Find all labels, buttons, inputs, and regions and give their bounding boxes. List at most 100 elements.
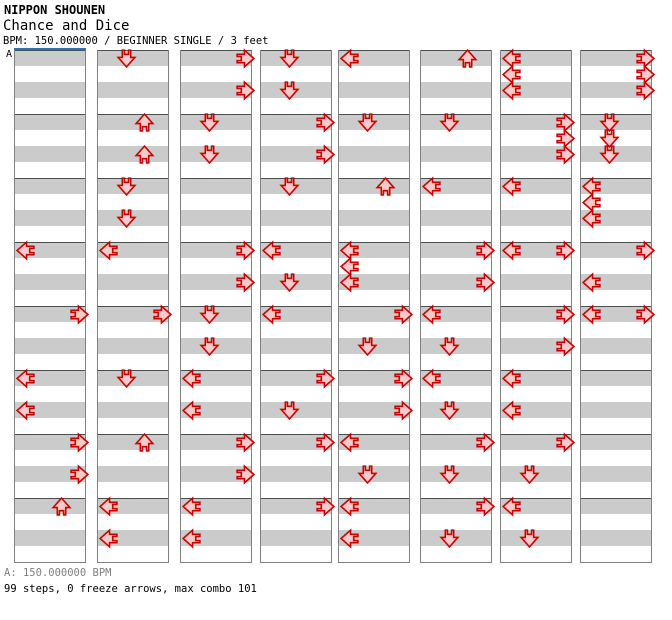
measure-line (501, 498, 571, 499)
measure-line (501, 434, 571, 435)
step-arrow-up-icon (133, 432, 155, 453)
step-arrow-down-icon (438, 400, 460, 421)
measure-line (339, 178, 409, 179)
step-arrow-left-icon (261, 239, 282, 261)
measure-line (581, 498, 651, 499)
chart-column (580, 47, 655, 563)
step-arrow-down-icon (598, 144, 620, 165)
chart-column (500, 47, 575, 563)
measure-line (181, 114, 251, 115)
measure-line (261, 50, 331, 51)
step-arrow-left-icon (339, 255, 360, 277)
step-arrow-left-icon (339, 239, 360, 261)
step-arrow-down-icon (518, 528, 540, 549)
step-arrow-left-icon (98, 239, 119, 261)
step-arrow-left-icon (15, 239, 36, 261)
song-title: Chance and Dice (3, 18, 130, 34)
step-arrow-right-icon (475, 495, 496, 517)
step-arrow-right-icon (152, 303, 173, 325)
measure-line (339, 434, 409, 435)
measure-line (181, 498, 251, 499)
step-arrow-down-icon (598, 112, 620, 133)
step-arrow-down-icon (198, 112, 220, 133)
measure-line (15, 370, 85, 371)
measure-line (261, 434, 331, 435)
measure-line (15, 498, 85, 499)
step-arrow-right-icon (235, 79, 256, 101)
measure-line (421, 178, 491, 179)
step-arrow-down-icon (115, 368, 137, 389)
step-arrow-right-icon (475, 431, 496, 453)
step-arrow-down-icon (518, 464, 540, 485)
step-arrow-left-icon (15, 399, 36, 421)
chart-column (260, 48, 335, 563)
measure-line (581, 114, 651, 115)
step-arrow-left-icon (581, 207, 602, 229)
measure-line (581, 50, 651, 51)
step-arrow-left-icon (181, 367, 202, 389)
measure-line (421, 498, 491, 499)
bpm-marker-line (14, 48, 86, 50)
artist-name: NIPPON SHOUNEN (4, 3, 106, 17)
chart-column (97, 48, 172, 563)
measure-line (181, 242, 251, 243)
step-arrow-right-icon (555, 143, 576, 165)
step-arrow-right-icon (69, 303, 90, 325)
measure-line (181, 178, 251, 179)
step-arrow-right-icon (555, 239, 576, 261)
measure-line (581, 370, 651, 371)
measure-line (581, 434, 651, 435)
chart-column (14, 48, 89, 563)
measure-line (339, 50, 409, 51)
measure-line (501, 306, 571, 307)
step-arrow-right-icon (235, 463, 256, 485)
step-arrow-up-icon (456, 48, 478, 69)
measure-line (98, 178, 168, 179)
step-arrow-left-icon (501, 47, 522, 69)
step-arrow-right-icon (393, 303, 414, 325)
measure-line (15, 50, 85, 51)
step-arrow-left-icon (501, 63, 522, 85)
step-arrow-left-icon (98, 527, 119, 549)
step-arrow-down-icon (598, 128, 620, 149)
measure-line (501, 178, 571, 179)
step-arrow-left-icon (181, 399, 202, 421)
measure-line (501, 370, 571, 371)
measure-line (261, 178, 331, 179)
step-arrow-right-icon (635, 239, 656, 261)
step-arrow-down-icon (438, 528, 460, 549)
chart-column (180, 47, 255, 563)
chart-column (420, 48, 495, 563)
step-arrow-right-icon (315, 111, 336, 133)
measure-line (421, 306, 491, 307)
measure-line (15, 306, 85, 307)
measure-line (98, 114, 168, 115)
measure-line (501, 50, 571, 51)
step-arrow-down-icon (356, 112, 378, 133)
step-arrow-down-icon (198, 336, 220, 357)
step-arrow-right-icon (235, 239, 256, 261)
step-arrow-right-icon (315, 367, 336, 389)
measure-line (15, 434, 85, 435)
measure-line (339, 370, 409, 371)
measure-line (581, 178, 651, 179)
measure-line (421, 50, 491, 51)
step-arrow-left-icon (421, 303, 442, 325)
step-arrow-left-icon (261, 303, 282, 325)
step-chart (0, 47, 672, 563)
step-arrow-left-icon (339, 527, 360, 549)
measure-line (98, 498, 168, 499)
step-arrow-right-icon (393, 399, 414, 421)
step-arrow-right-icon (235, 47, 256, 69)
step-arrow-left-icon (581, 191, 602, 213)
measure-line (98, 50, 168, 51)
step-arrow-right-icon (69, 463, 90, 485)
step-arrow-left-icon (501, 79, 522, 101)
step-arrow-right-icon (475, 271, 496, 293)
measure-line (261, 242, 331, 243)
measure-line (181, 370, 251, 371)
step-arrow-left-icon (581, 175, 602, 197)
step-arrow-down-icon (115, 48, 137, 69)
step-arrow-left-icon (339, 271, 360, 293)
